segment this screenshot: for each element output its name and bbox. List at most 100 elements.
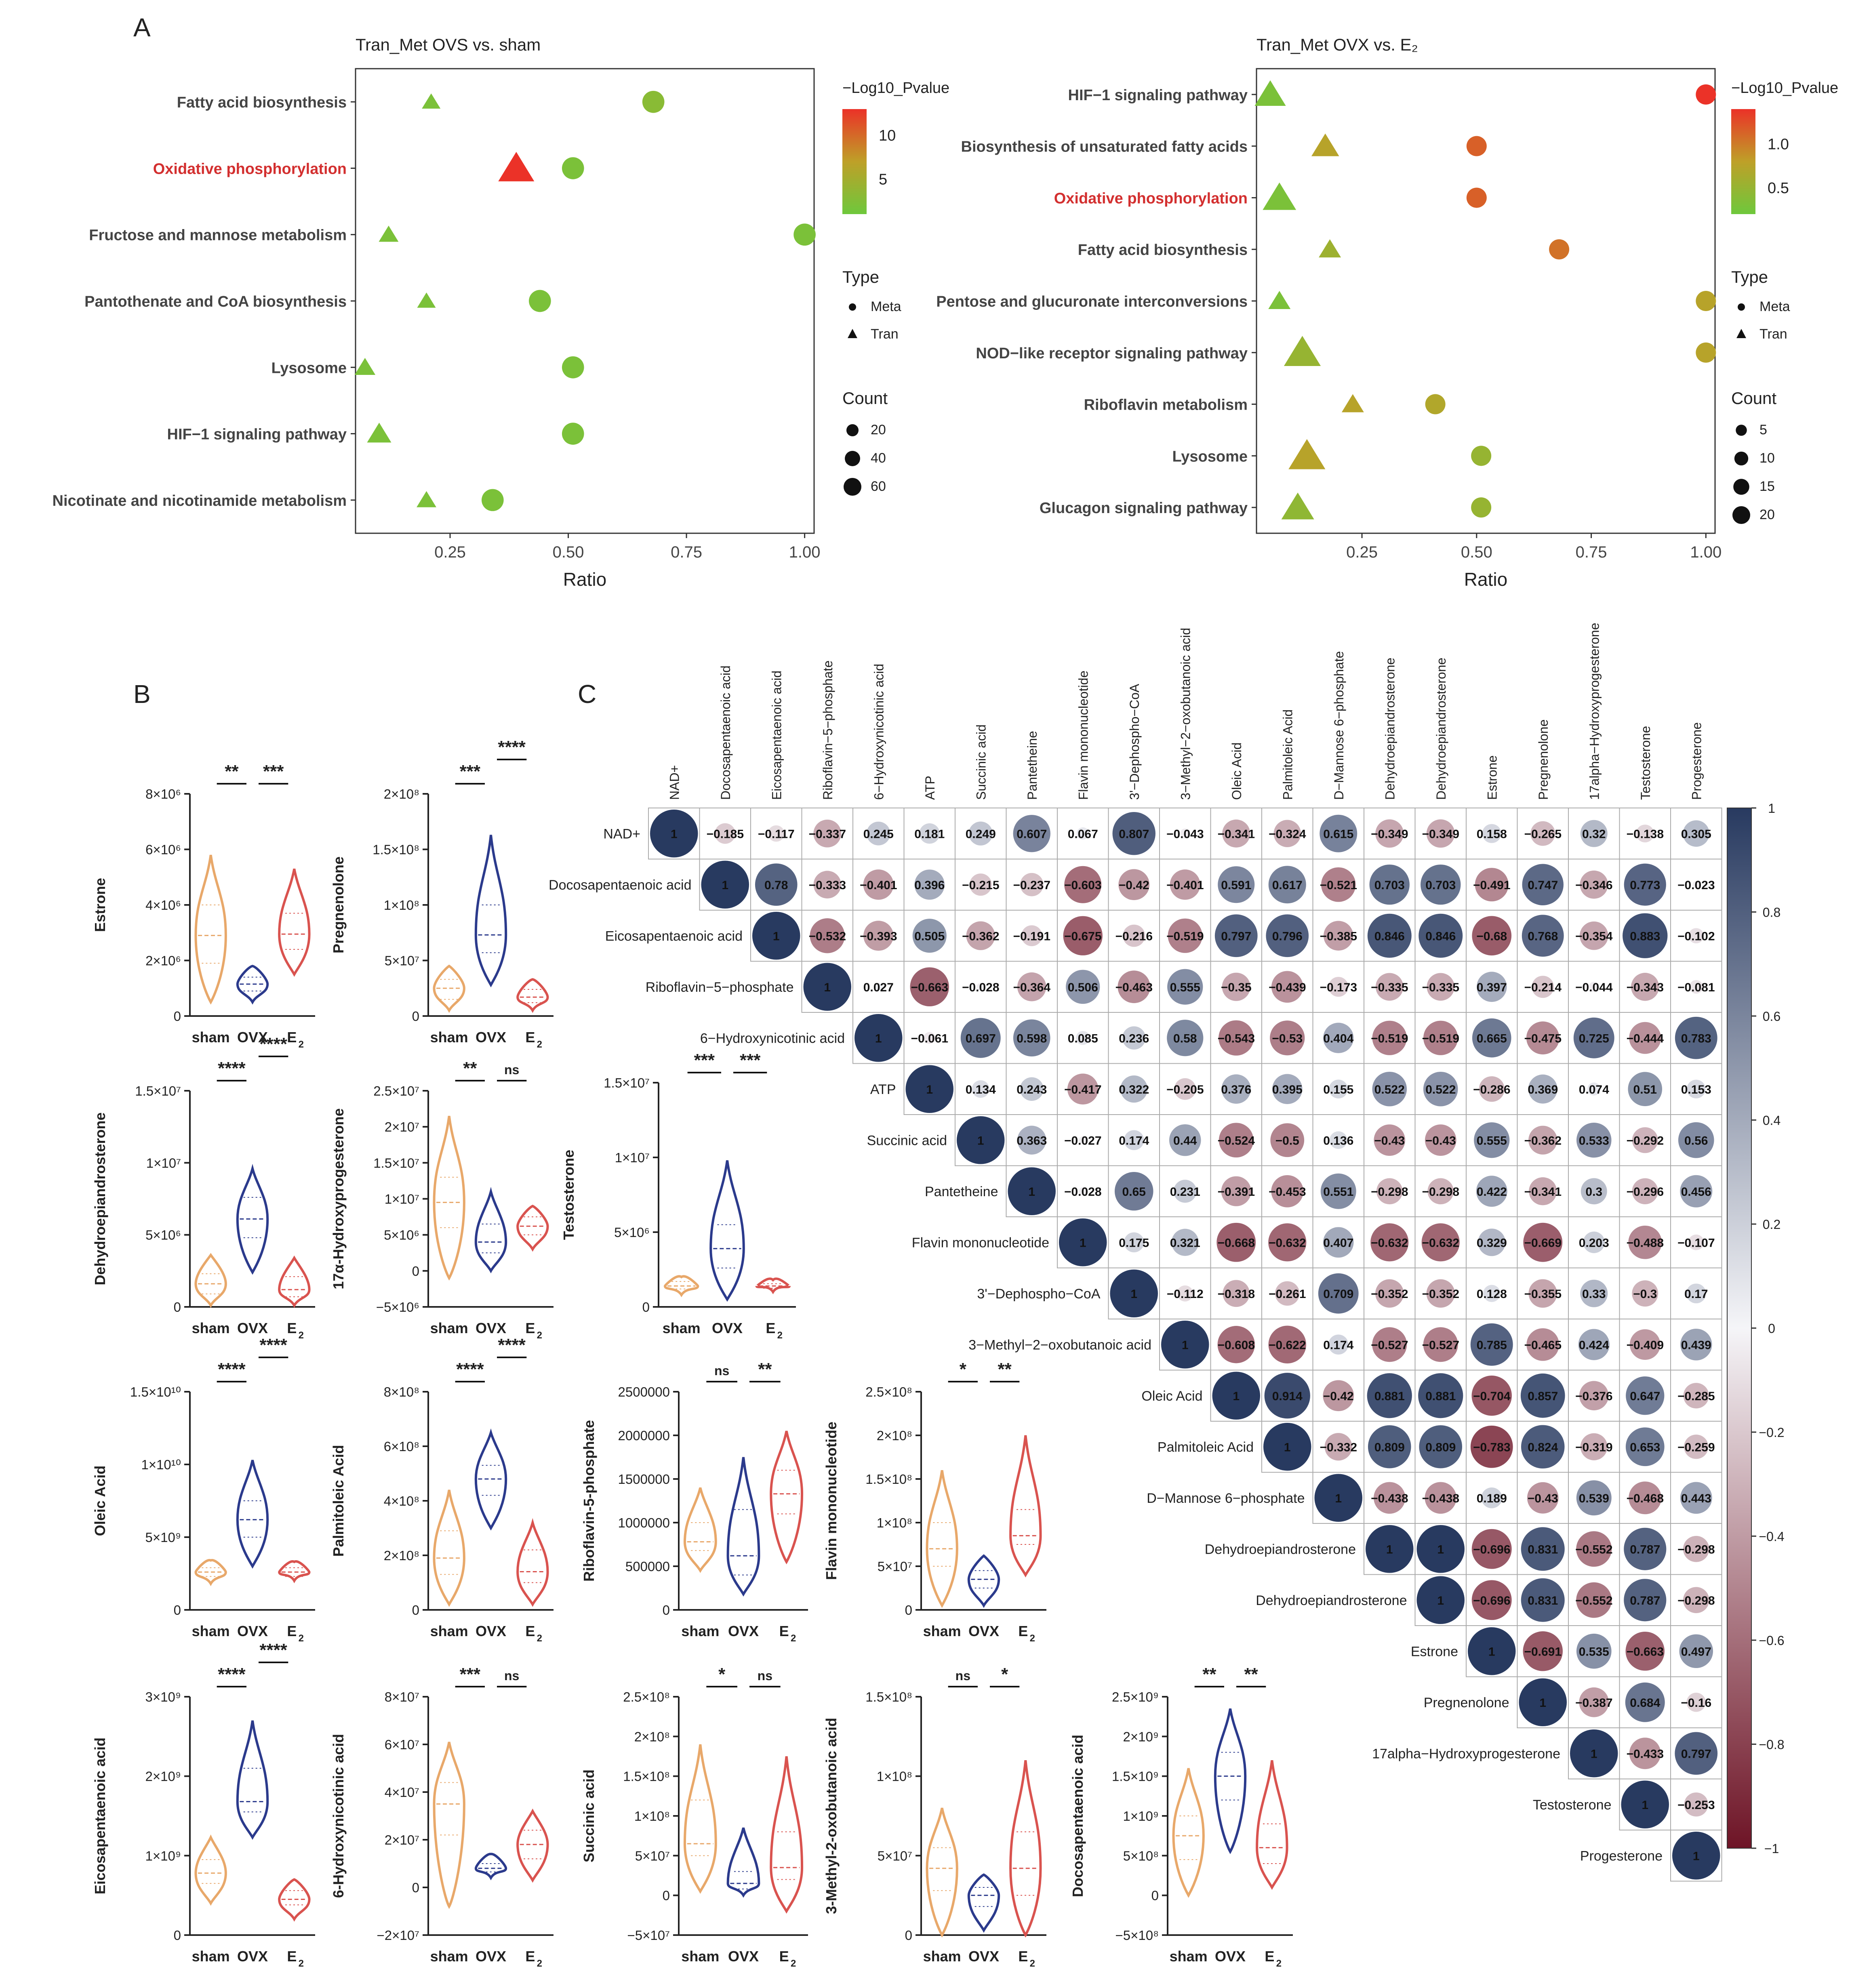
y-tick-label: −5×10⁸ — [1115, 1928, 1159, 1943]
violin-sham — [433, 1116, 465, 1281]
group-label: OVX — [476, 1948, 506, 1965]
group-label: E — [779, 1948, 789, 1965]
meta-point — [1471, 497, 1492, 518]
correlation-value: 0.78 — [764, 879, 788, 892]
correlation-value: −0.191 — [1013, 930, 1050, 943]
significance-label: **** — [259, 1335, 287, 1355]
correlation-circle — [1526, 1328, 1560, 1361]
correlation-value: −0.205 — [1166, 1083, 1204, 1096]
group-label: sham — [430, 1948, 468, 1965]
violin-ovx — [236, 1720, 269, 1840]
significance-label: * — [1001, 1664, 1008, 1684]
y-tick-label: 2.5×10⁸ — [865, 1384, 912, 1399]
correlation-circle — [813, 819, 842, 848]
correlation-value: −0.023 — [1677, 879, 1715, 892]
correlation-value: −0.393 — [860, 930, 897, 943]
correlation-value: 0.321 — [1170, 1236, 1200, 1250]
x-tick-label: 0.25 — [434, 543, 466, 561]
row-label: 6−Hydroxynicotinic acid — [700, 1031, 845, 1046]
correlation-value: −0.53 — [1272, 1032, 1303, 1045]
correlation-circle — [1483, 1285, 1501, 1302]
correlation-circle — [1118, 970, 1151, 1003]
correlation-circle — [1075, 1031, 1090, 1045]
correlation-value: −0.519 — [1166, 930, 1204, 943]
column-label: Riboflavin−5−phosphate — [821, 661, 835, 800]
colorbar-tick-label: −0.8 — [1759, 1738, 1784, 1752]
correlation-circle — [1372, 1071, 1407, 1107]
correlation-value: −0.704 — [1473, 1390, 1511, 1403]
correlation-cell — [1210, 1063, 1262, 1115]
correlation-circle — [1318, 1273, 1359, 1314]
y-axis-label: 6-Hydroxynicotinic acid — [330, 1734, 347, 1898]
group-label: OVX — [712, 1320, 743, 1336]
type-legend-title: Type — [1731, 267, 1768, 286]
correlation-circle — [1621, 1780, 1669, 1828]
significance-label: ** — [998, 1359, 1012, 1379]
y-tick-label: 2.5×10⁹ — [1112, 1689, 1159, 1704]
type-legend-circle — [1738, 303, 1745, 311]
correlation-circle — [752, 912, 800, 960]
correlation-value: 0.17 — [1684, 1287, 1708, 1301]
y-tick-label: 5×10⁶ — [145, 1228, 181, 1243]
row-label: Oleic Acid — [1141, 1388, 1202, 1404]
category-label: Pantothenate and CoA biosynthesis — [84, 293, 347, 310]
group-label-subscript: 2 — [537, 1633, 542, 1644]
correlation-circle — [1268, 1325, 1306, 1363]
correlation-circle — [1520, 1373, 1565, 1418]
correlation-circle — [1370, 1223, 1409, 1262]
correlation-circle — [1576, 1122, 1612, 1158]
group-label-subscript: 2 — [299, 1330, 304, 1341]
group-label-subscript: 2 — [537, 1330, 542, 1341]
panel-labels: A B C — [133, 13, 596, 709]
row-label: NAD+ — [603, 826, 640, 841]
type-legend-triangle — [1736, 329, 1746, 338]
correlation-value: 0.551 — [1323, 1185, 1353, 1199]
correlation-value: 0.243 — [1017, 1083, 1047, 1096]
correlation-circle — [1570, 1729, 1618, 1778]
correlation-circle — [1628, 1072, 1663, 1107]
group-label: OVX — [237, 1623, 268, 1639]
group-label: E — [287, 1029, 297, 1046]
correlation-circle — [1425, 1482, 1456, 1514]
correlation-circle — [1079, 1187, 1087, 1195]
colorbar-tick-label: −0.6 — [1759, 1633, 1784, 1648]
correlation-value: 0.598 — [1017, 1032, 1047, 1045]
column-label: Flavin mononucleotide — [1076, 671, 1090, 800]
correlation-circle — [1521, 1425, 1565, 1469]
correlation-value: −0.696 — [1473, 1543, 1511, 1556]
correlation-value: 0.397 — [1477, 981, 1507, 994]
correlation-value: 0.363 — [1017, 1134, 1047, 1147]
y-tick-label: 2×10⁸ — [384, 787, 419, 802]
group-label: sham — [192, 1623, 230, 1639]
violin-ovx — [726, 1827, 760, 1898]
correlation-value: 0.617 — [1272, 879, 1303, 892]
category-label: Riboflavin metabolism — [1084, 397, 1248, 414]
correlation-value: 1 — [1130, 1287, 1137, 1301]
correlation-value: −0.532 — [808, 930, 846, 943]
correlation-circle — [1268, 1223, 1307, 1262]
violin-e2 — [1009, 1760, 1042, 1938]
correlation-value: 1 — [1386, 1543, 1393, 1556]
correlation-circle — [1067, 1073, 1099, 1105]
correlation-value: 0.824 — [1528, 1441, 1558, 1454]
correlation-circle — [1686, 1693, 1706, 1712]
y-tick-label: 2×10⁷ — [385, 1119, 419, 1134]
correlation-circle — [914, 869, 945, 900]
correlation-circle — [1474, 1122, 1510, 1158]
type-legend-triangle — [848, 329, 857, 338]
correlation-value: 0.709 — [1323, 1287, 1353, 1301]
type-legend-label: Tran — [871, 326, 899, 342]
correlation-value: −0.107 — [1677, 1236, 1715, 1250]
correlation-value: −0.043 — [1166, 827, 1204, 841]
y-tick-label: 1×10⁷ — [615, 1150, 650, 1165]
y-tick-label: 1×10⁹ — [1123, 1809, 1159, 1824]
row-label: Testosterone — [1533, 1797, 1612, 1813]
group-label: sham — [430, 1029, 468, 1046]
correlation-circle — [1528, 1074, 1557, 1104]
correlation-circle — [1472, 1018, 1511, 1058]
group-label-subscript: 2 — [299, 1633, 304, 1644]
y-tick-label: 1.5×10⁸ — [865, 1689, 912, 1704]
correlation-circle — [1222, 819, 1250, 848]
correlation-circle — [1320, 1173, 1356, 1209]
correlation-circle — [1066, 970, 1100, 1004]
